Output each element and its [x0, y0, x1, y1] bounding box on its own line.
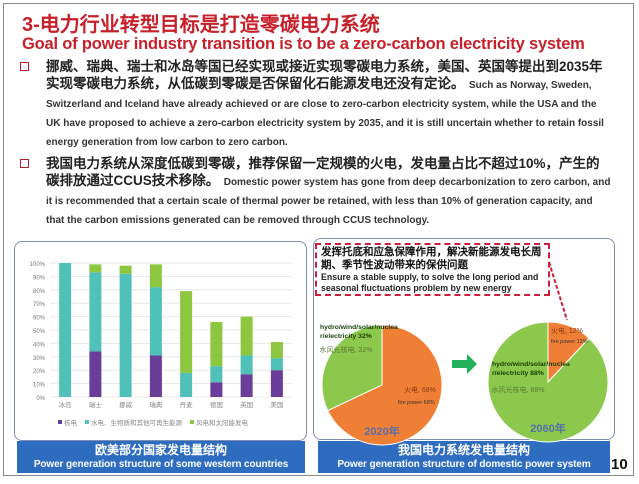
pie-label-zh: 水风光核电, 32% [320, 345, 373, 354]
legend-swatch [58, 420, 62, 424]
x-tick-label: 瑞士 [89, 400, 103, 409]
y-tick-label: 50% [33, 329, 46, 335]
arrow-right-icon [452, 354, 477, 374]
right-caption-en: Power generation structure of domestic p… [337, 459, 591, 470]
y-tick-label: 30% [33, 356, 46, 362]
x-tick-label: 瑞典 [149, 400, 163, 409]
bar-segment [210, 321, 223, 367]
pie-label-en: fire power 68% [398, 400, 435, 406]
bar-segment [89, 264, 102, 273]
bar-segment [180, 372, 193, 397]
legend-swatch [190, 420, 194, 424]
bar-segment [270, 358, 283, 371]
pie-slice [327, 324, 443, 446]
bullet-1: 挪威、瑞典、瑞士和冰岛等国已经实现或接近实现零碳电力系统，美国、英国等提出到20… [20, 58, 612, 151]
bar-segment [180, 291, 193, 373]
y-tick-label: 20% [33, 369, 46, 375]
bullet-2-zh: 我国电力系统从深度低碳到零碳，推荐保留一定规模的火电，发电量占比不超过10%，产… [46, 156, 600, 188]
y-tick-label: 40% [33, 342, 46, 348]
pie-year-label: 2060年 [530, 421, 565, 435]
legend-swatch [85, 420, 89, 424]
pie-label-zh: 火电, 68% [404, 385, 436, 394]
pie-label-zh: 水风光核电, 88% [492, 385, 545, 394]
x-tick-label: 挪威 [119, 400, 133, 409]
bar-segment [149, 287, 162, 356]
title-en: Goal of power industry transition is to … [22, 35, 585, 53]
y-tick-label: 70% [33, 302, 46, 308]
callout-zh: 发挥托底和应急保障作用，解决新能源发电长周期、季节性波动带来的保供问题 [321, 246, 542, 271]
bar-segment [59, 263, 72, 397]
bar-segment [119, 273, 132, 397]
bar-segment [210, 366, 223, 383]
bar-segment [89, 272, 102, 352]
left-caption-en: Power generation structure of some weste… [33, 459, 289, 470]
left-caption: 欧美部分国家发电量结构 Power generation structure o… [17, 441, 305, 473]
slide-frame [3, 3, 634, 476]
bar-segment [89, 351, 102, 397]
pie-year-label: 2020年 [364, 424, 399, 438]
pie-slice [321, 324, 383, 412]
right-caption-zh: 我国电力系统发电量结构 [397, 443, 530, 457]
legend-label: 核电 [64, 418, 78, 427]
bar-segment [240, 374, 253, 397]
x-tick-label: 美国 [270, 400, 283, 409]
y-tick-label: 100% [30, 262, 46, 268]
bullet-2: 我国电力系统从深度低碳到零碳，推荐保留一定规模的火电，发电量占比不超过10%，产… [20, 155, 612, 229]
pie-label-en: hydro/wind/solar/nuclea [320, 324, 398, 331]
bar-segment [210, 382, 223, 397]
bar-segment [270, 370, 283, 397]
title-zh: 3-电力行业转型目标是打造零碳电力系统 [22, 14, 380, 36]
bullet-square-icon [20, 159, 29, 168]
bullet-1-en: Such as Norway, Sweden, Switzerland and … [46, 80, 604, 148]
bar-segment [119, 265, 132, 274]
legend-label: 风电和太阳能发电 [196, 418, 249, 427]
callout-box: 发挥托底和应急保障作用，解决新能源发电长周期、季节性波动带来的保供问题 Ensu… [315, 243, 550, 296]
pie-label-en: fire power 12% [551, 339, 588, 345]
pie-label-en: hydro/wind/solar/nuclea [492, 361, 570, 368]
pie-label-en: r/electricity 88% [492, 370, 544, 377]
pie-label-en: r/electricity 32% [320, 333, 372, 340]
bullet-2-en: Domestic power system has gone from deep… [46, 177, 611, 226]
bullet-list: 挪威、瑞典、瑞士和冰岛等国已经实现或接近实现零碳电力系统，美国、英国等提出到20… [20, 58, 612, 233]
page-number: 10 [611, 456, 628, 473]
y-tick-label: 80% [33, 289, 46, 295]
y-tick-label: 10% [33, 383, 46, 389]
right-caption: 我国电力系统发电量结构 Power generation structure o… [318, 441, 610, 473]
x-tick-label: 丹麦 [180, 400, 194, 409]
bar-segment [270, 342, 283, 359]
bullet-square-icon [20, 62, 29, 71]
bar-segment [149, 264, 162, 288]
bar-segment [149, 355, 162, 397]
legend-label: 水电、生物质和其他可再生能源 [91, 418, 183, 427]
x-tick-label: 英国 [240, 400, 253, 409]
x-tick-label: 冰岛 [59, 400, 72, 409]
y-tick-label: 60% [33, 316, 46, 322]
y-tick-label: 90% [33, 275, 46, 281]
y-tick-label: 0% [36, 396, 45, 402]
pie-slice [487, 321, 609, 443]
bar-segment [240, 355, 253, 375]
left-caption-zh: 欧美部分国家发电量结构 [94, 443, 227, 457]
pie-label-zh: 火电, 12% [551, 326, 583, 335]
bar-segment [240, 316, 253, 356]
callout-en: Ensure a stable supply, to solve the lon… [321, 272, 539, 293]
x-tick-label: 德国 [210, 400, 223, 409]
callout-connector [548, 261, 568, 321]
bullet-1-zh: 挪威、瑞典、瑞士和冰岛等国已经实现或接近实现零碳电力系统，美国、英国等提出到20… [46, 59, 603, 91]
